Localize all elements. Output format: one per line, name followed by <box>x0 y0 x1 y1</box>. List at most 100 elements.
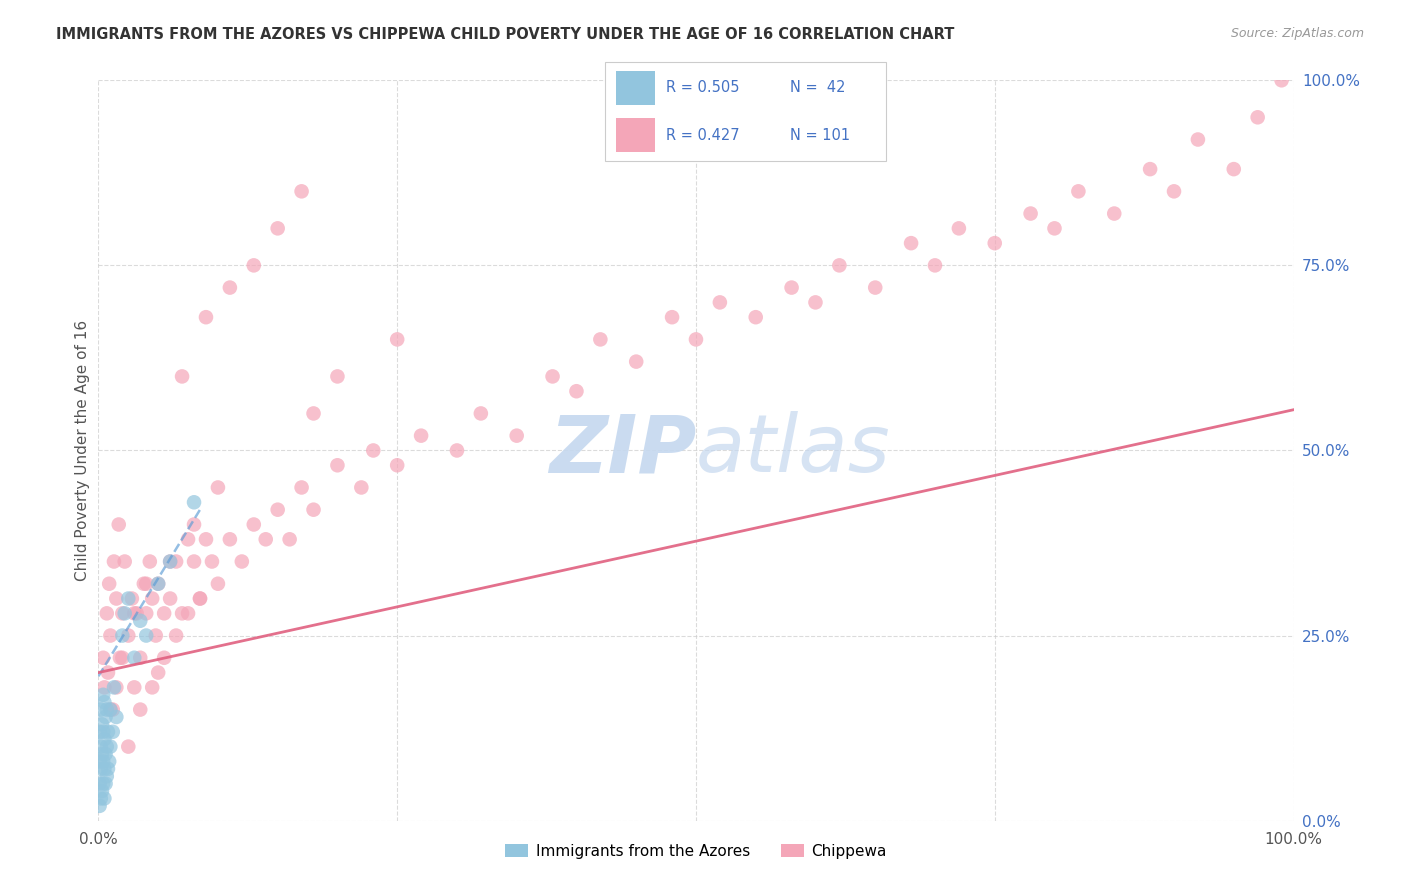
Point <box>363 443 385 458</box>
Point <box>219 280 242 294</box>
Point <box>780 280 803 294</box>
Point <box>148 665 170 680</box>
Point <box>105 591 128 606</box>
Point <box>114 607 136 621</box>
Point <box>177 533 200 547</box>
Point <box>159 555 181 569</box>
Text: atlas: atlas <box>696 411 891 490</box>
Point <box>446 443 468 458</box>
Text: IMMIGRANTS FROM THE AZORES VS CHIPPEWA CHILD POVERTY UNDER THE AGE OF 16 CORRELA: IMMIGRANTS FROM THE AZORES VS CHIPPEWA C… <box>56 27 955 42</box>
Point <box>139 555 162 569</box>
Point <box>589 332 612 346</box>
Point <box>470 407 492 421</box>
Point <box>97 762 120 776</box>
Point <box>291 184 314 198</box>
Point <box>103 681 125 695</box>
Point <box>97 724 120 739</box>
Point <box>865 280 887 294</box>
Point <box>129 614 152 628</box>
Point <box>90 791 112 805</box>
Point <box>124 681 146 695</box>
Point <box>745 310 768 325</box>
Point <box>91 747 114 761</box>
Point <box>350 480 373 494</box>
Text: R = 0.505: R = 0.505 <box>666 80 740 95</box>
Point <box>124 607 146 621</box>
Point <box>1247 111 1270 125</box>
Point <box>114 555 136 569</box>
Point <box>541 369 564 384</box>
Point <box>141 591 163 606</box>
Point <box>183 495 205 509</box>
Point <box>94 747 117 761</box>
Point <box>159 591 181 606</box>
Point <box>96 607 118 621</box>
FancyBboxPatch shape <box>616 119 655 152</box>
Point <box>278 533 301 547</box>
Point <box>97 665 120 680</box>
Point <box>91 776 114 791</box>
Point <box>183 517 205 532</box>
Point <box>1139 162 1161 177</box>
Point <box>159 555 181 569</box>
Point <box>103 555 125 569</box>
Point <box>108 650 131 665</box>
Point <box>98 755 121 769</box>
Y-axis label: Child Poverty Under the Age of 16: Child Poverty Under the Age of 16 <box>75 320 90 581</box>
Point <box>685 332 707 346</box>
Point <box>1223 162 1246 177</box>
Point <box>219 533 242 547</box>
Point <box>94 710 117 724</box>
Point <box>101 724 124 739</box>
FancyBboxPatch shape <box>605 62 886 161</box>
Point <box>91 650 114 665</box>
Point <box>195 310 218 325</box>
Point <box>1271 73 1294 87</box>
Point <box>117 591 139 606</box>
Point <box>132 576 155 591</box>
Point <box>165 628 187 642</box>
Point <box>254 533 277 547</box>
Point <box>177 607 200 621</box>
Point <box>93 681 115 695</box>
Point <box>89 724 111 739</box>
Point <box>1067 184 1090 198</box>
Point <box>148 576 170 591</box>
Point <box>98 628 122 642</box>
Point <box>326 369 349 384</box>
Point <box>91 688 114 702</box>
Point <box>98 576 121 591</box>
Point <box>804 295 827 310</box>
Point <box>188 591 211 606</box>
Point <box>141 681 163 695</box>
Point <box>267 221 290 235</box>
Point <box>90 703 112 717</box>
Point <box>267 502 290 516</box>
Point <box>107 517 129 532</box>
Point <box>98 703 122 717</box>
Point <box>89 755 111 769</box>
Point <box>148 576 170 591</box>
Point <box>188 591 211 606</box>
Point <box>506 428 529 442</box>
Point <box>135 607 157 621</box>
Point <box>117 739 139 754</box>
Point <box>172 369 194 384</box>
Point <box>101 703 124 717</box>
Point <box>626 354 648 368</box>
Point <box>117 628 139 642</box>
Point <box>111 628 134 642</box>
Point <box>111 650 134 665</box>
Point <box>948 221 970 235</box>
Point <box>207 576 229 591</box>
Point <box>828 259 851 273</box>
Text: ZIP: ZIP <box>548 411 696 490</box>
Point <box>243 517 266 532</box>
Point <box>93 732 115 747</box>
Point <box>302 407 325 421</box>
Point <box>96 769 118 783</box>
Point <box>1019 206 1042 220</box>
Point <box>183 555 205 569</box>
Point <box>94 776 117 791</box>
Point <box>93 762 115 776</box>
